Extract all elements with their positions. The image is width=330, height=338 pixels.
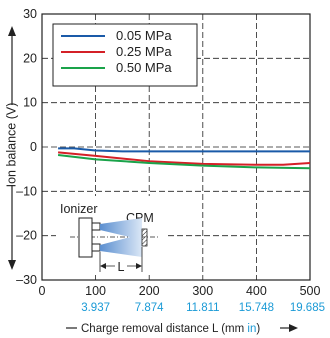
y-axis-label-group: Ion balance (V) [4, 26, 18, 270]
plot-frame [41, 13, 311, 281]
y-tick-label: 10 [23, 96, 37, 110]
ion-spray-top-icon [100, 218, 142, 240]
x-tick-label: 500 [300, 284, 321, 298]
legend-label: 0.05 MPa [116, 28, 172, 43]
x-tick-label-inch: 11.811 [186, 302, 219, 314]
legend-box [52, 23, 198, 87]
y-axis-label: Ion balance (V) [4, 103, 18, 188]
dimension-arrow-right-icon [136, 263, 142, 269]
x-tick-label-inch: 19.685 [290, 302, 325, 314]
legend-label: 0.25 MPa [116, 44, 172, 59]
y-tick-label: 30 [23, 7, 37, 21]
x-axis-label-in: in [247, 323, 256, 335]
x-tick-label: 300 [192, 284, 213, 298]
dimension-arrow-left-icon [100, 263, 106, 269]
x-tick-label: 100 [85, 284, 106, 298]
y-tick-label: –20 [16, 229, 37, 243]
inset-diagram: Ionizer CPM L [56, 196, 168, 274]
series-line [57, 153, 311, 170]
cpm-plate-icon [141, 228, 148, 247]
distance-label: L [118, 260, 125, 274]
ion-spray-bottom-icon [100, 234, 142, 257]
y-tick-label: –10 [16, 184, 37, 198]
ionizer-nozzle-top-icon [91, 222, 101, 231]
y-tick-label: 0 [30, 140, 37, 154]
inset-background [56, 196, 168, 272]
x-axis-label: Charge removal distance L (mm in) [81, 323, 260, 335]
ionizer-body-icon [78, 217, 93, 258]
y-tick-label: –30 [16, 273, 37, 287]
x-axis-label-group: Charge removal distance L (mm in) [66, 323, 298, 335]
series-lines [57, 147, 311, 170]
x-tick-labels: 0 100 200 300 400 500 [39, 284, 321, 298]
series-line [58, 147, 310, 153]
ionizer-nozzle-bottom-icon [91, 243, 101, 252]
x-axis-label-prefix: Charge removal distance L (mm [81, 323, 247, 335]
y-tick-label: 20 [23, 51, 37, 65]
x-tick-label: 200 [139, 284, 160, 298]
x-tick-label-inch: 15.748 [239, 302, 274, 314]
x-arrowhead-icon [289, 324, 298, 332]
series-line [57, 151, 311, 166]
x-axis-label-suffix: ) [256, 323, 260, 335]
distance-label-bg [115, 259, 127, 273]
x-tick-label-inch: 3.937 [81, 302, 110, 314]
x-tick-label: 400 [246, 284, 267, 298]
y-arrowhead-down-icon [8, 260, 16, 270]
x-tick-label: 0 [39, 284, 46, 298]
y-arrowhead-up-icon [8, 26, 16, 36]
ionizer-label: Ionizer [60, 202, 98, 216]
y-tick-labels: 30 20 10 0 –10 –20 –30 [16, 7, 37, 287]
x-tick-labels-inch: 3.937 7.874 11.811 15.748 19.685 [81, 302, 325, 314]
x-tick-label-inch: 7.874 [135, 302, 164, 314]
legend-label: 0.50 MPa [116, 60, 172, 75]
